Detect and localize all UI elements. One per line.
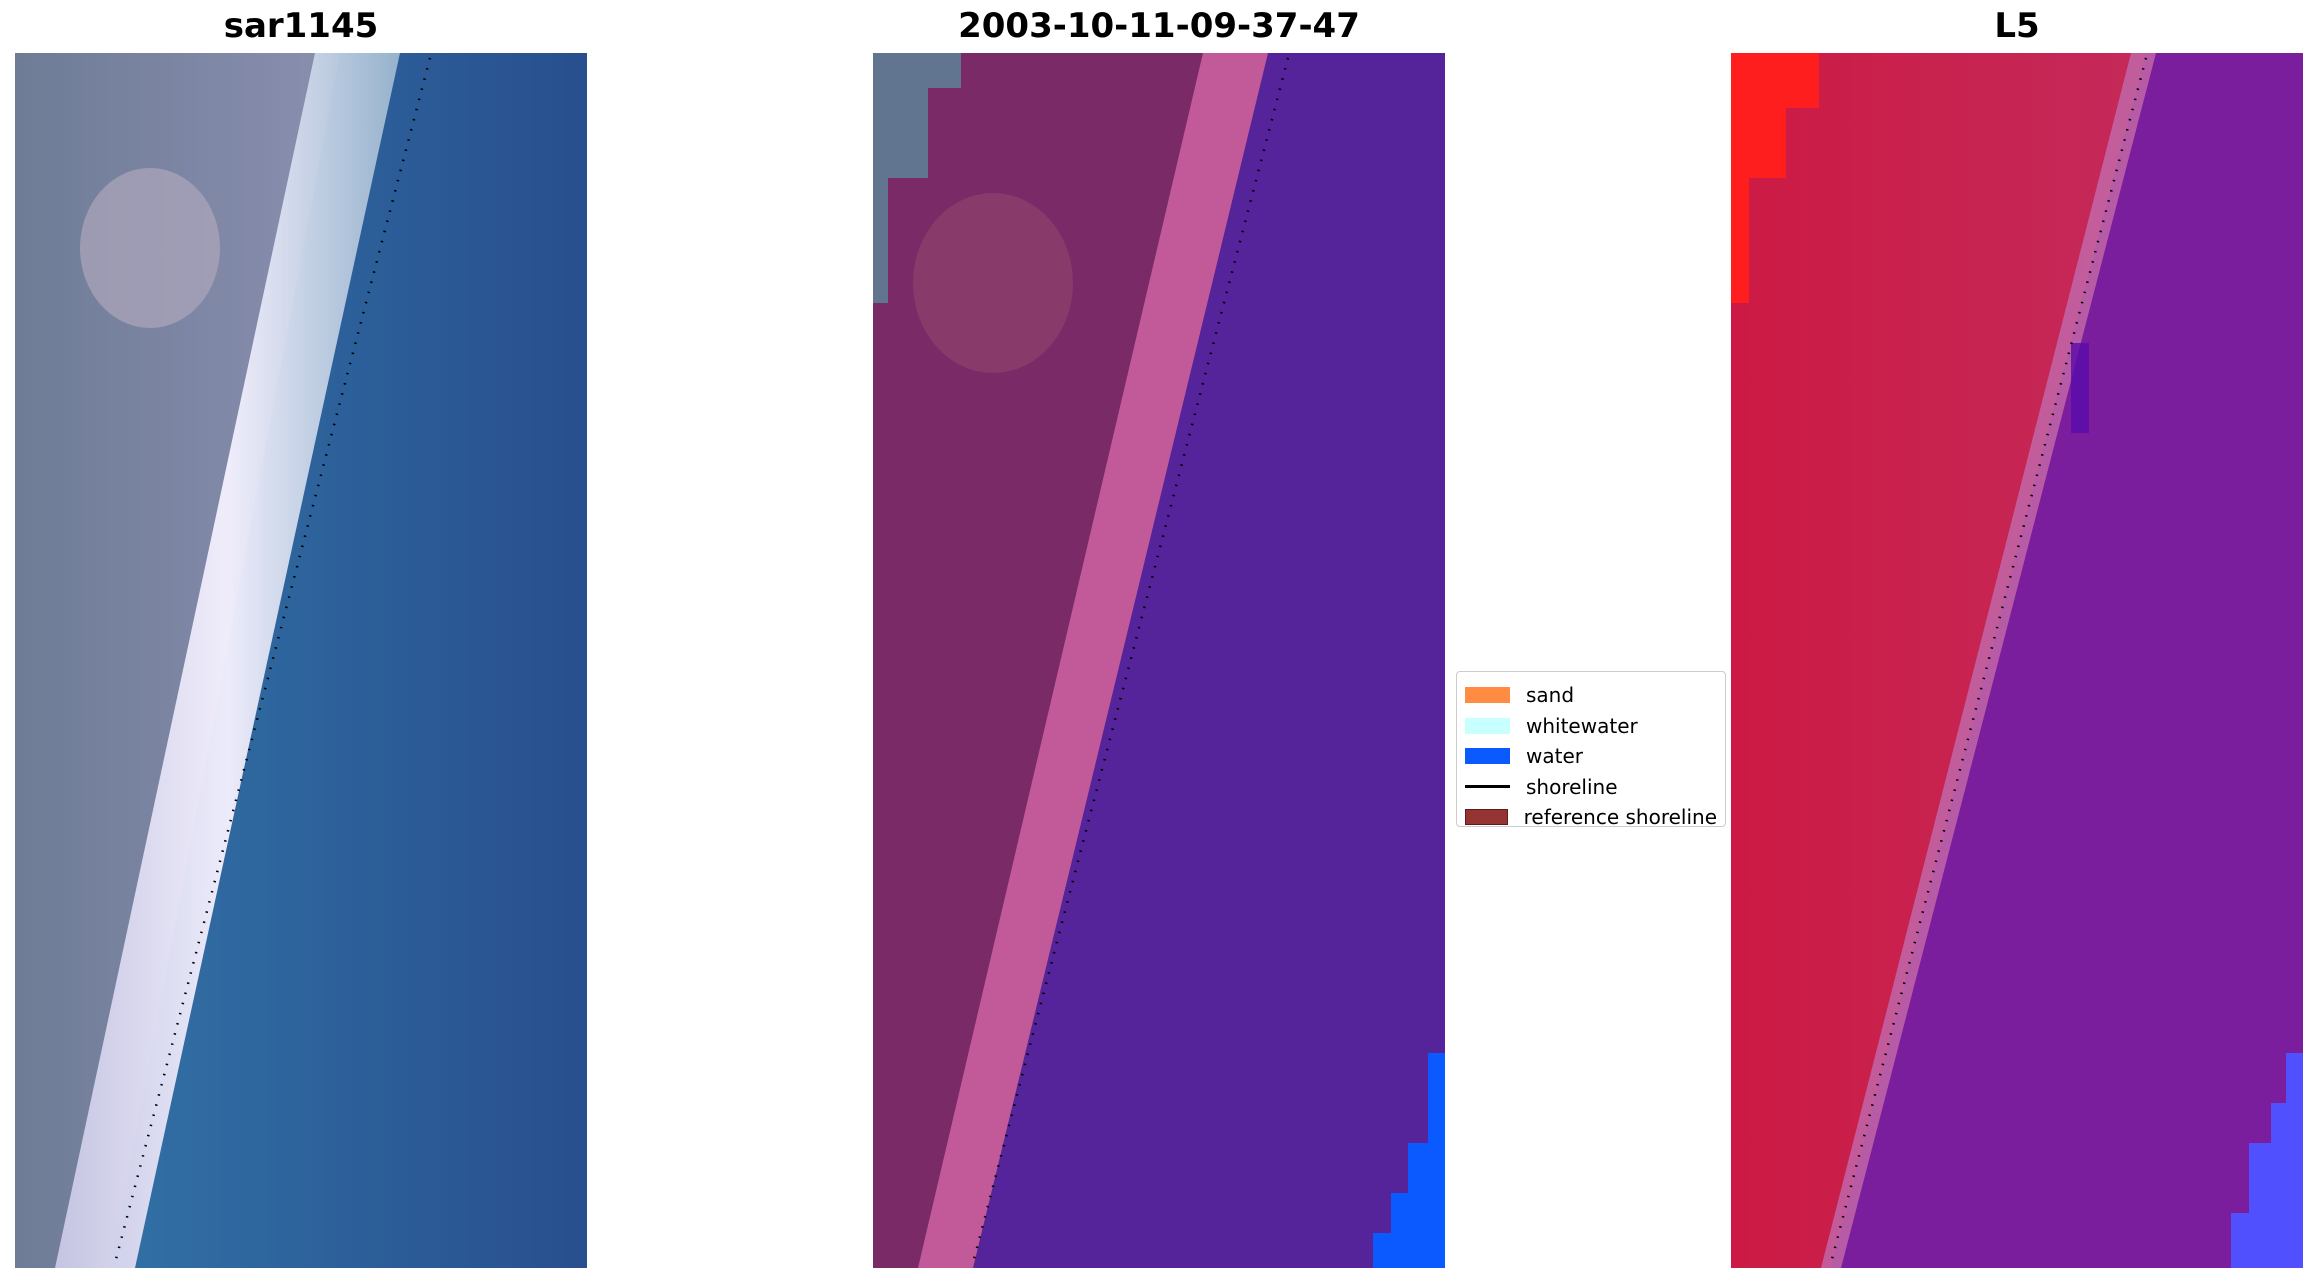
- legend-swatch-water: [1465, 748, 1510, 765]
- beach-class-band: [918, 53, 1268, 1268]
- land-patch: [913, 193, 1073, 373]
- legend-swatch-sand: [1465, 687, 1510, 704]
- dark-water-patch: [2071, 343, 2089, 433]
- bright-patch: [80, 168, 220, 328]
- legend-swatch-reference-shoreline: [1465, 809, 1508, 826]
- panel-title-classification: 2003-10-11-09-37-47: [958, 6, 1360, 46]
- legend-label-sand: sand: [1526, 683, 1575, 708]
- legend-label-reference-shoreline: reference shoreline: [1523, 805, 1717, 830]
- legend-item-shoreline: shoreline: [1465, 772, 1717, 803]
- index-panel: [1731, 53, 2303, 1268]
- legend-item-whitewater: whitewater: [1465, 711, 1717, 742]
- water-edge-class: [1373, 1053, 1445, 1268]
- water-edge-index: [2231, 1053, 2303, 1268]
- legend-item-sand: sand: [1465, 680, 1717, 711]
- legend-line-shoreline: [1465, 785, 1510, 789]
- panel-title-index: L5: [1994, 6, 2040, 46]
- rgb-image-panel: [15, 53, 587, 1268]
- legend-item-water: water: [1465, 741, 1717, 772]
- legend-label-water: water: [1526, 744, 1583, 769]
- unclassified-corner: [873, 53, 961, 303]
- panel-title-rgb: sar1145: [223, 6, 379, 46]
- legend-swatch-whitewater: [1465, 717, 1510, 734]
- legend-label-shoreline: shoreline: [1526, 774, 1618, 799]
- whitewater-band: [55, 53, 400, 1268]
- land-index-region: [1731, 53, 2146, 1268]
- high-index-corner: [1731, 53, 1819, 303]
- classification-panel: [873, 53, 1445, 1268]
- legend-label-whitewater: whitewater: [1526, 713, 1638, 738]
- legend-item-reference-shoreline: reference shoreline: [1465, 802, 1717, 833]
- legend: sand whitewater water shoreline referenc…: [1456, 671, 1726, 829]
